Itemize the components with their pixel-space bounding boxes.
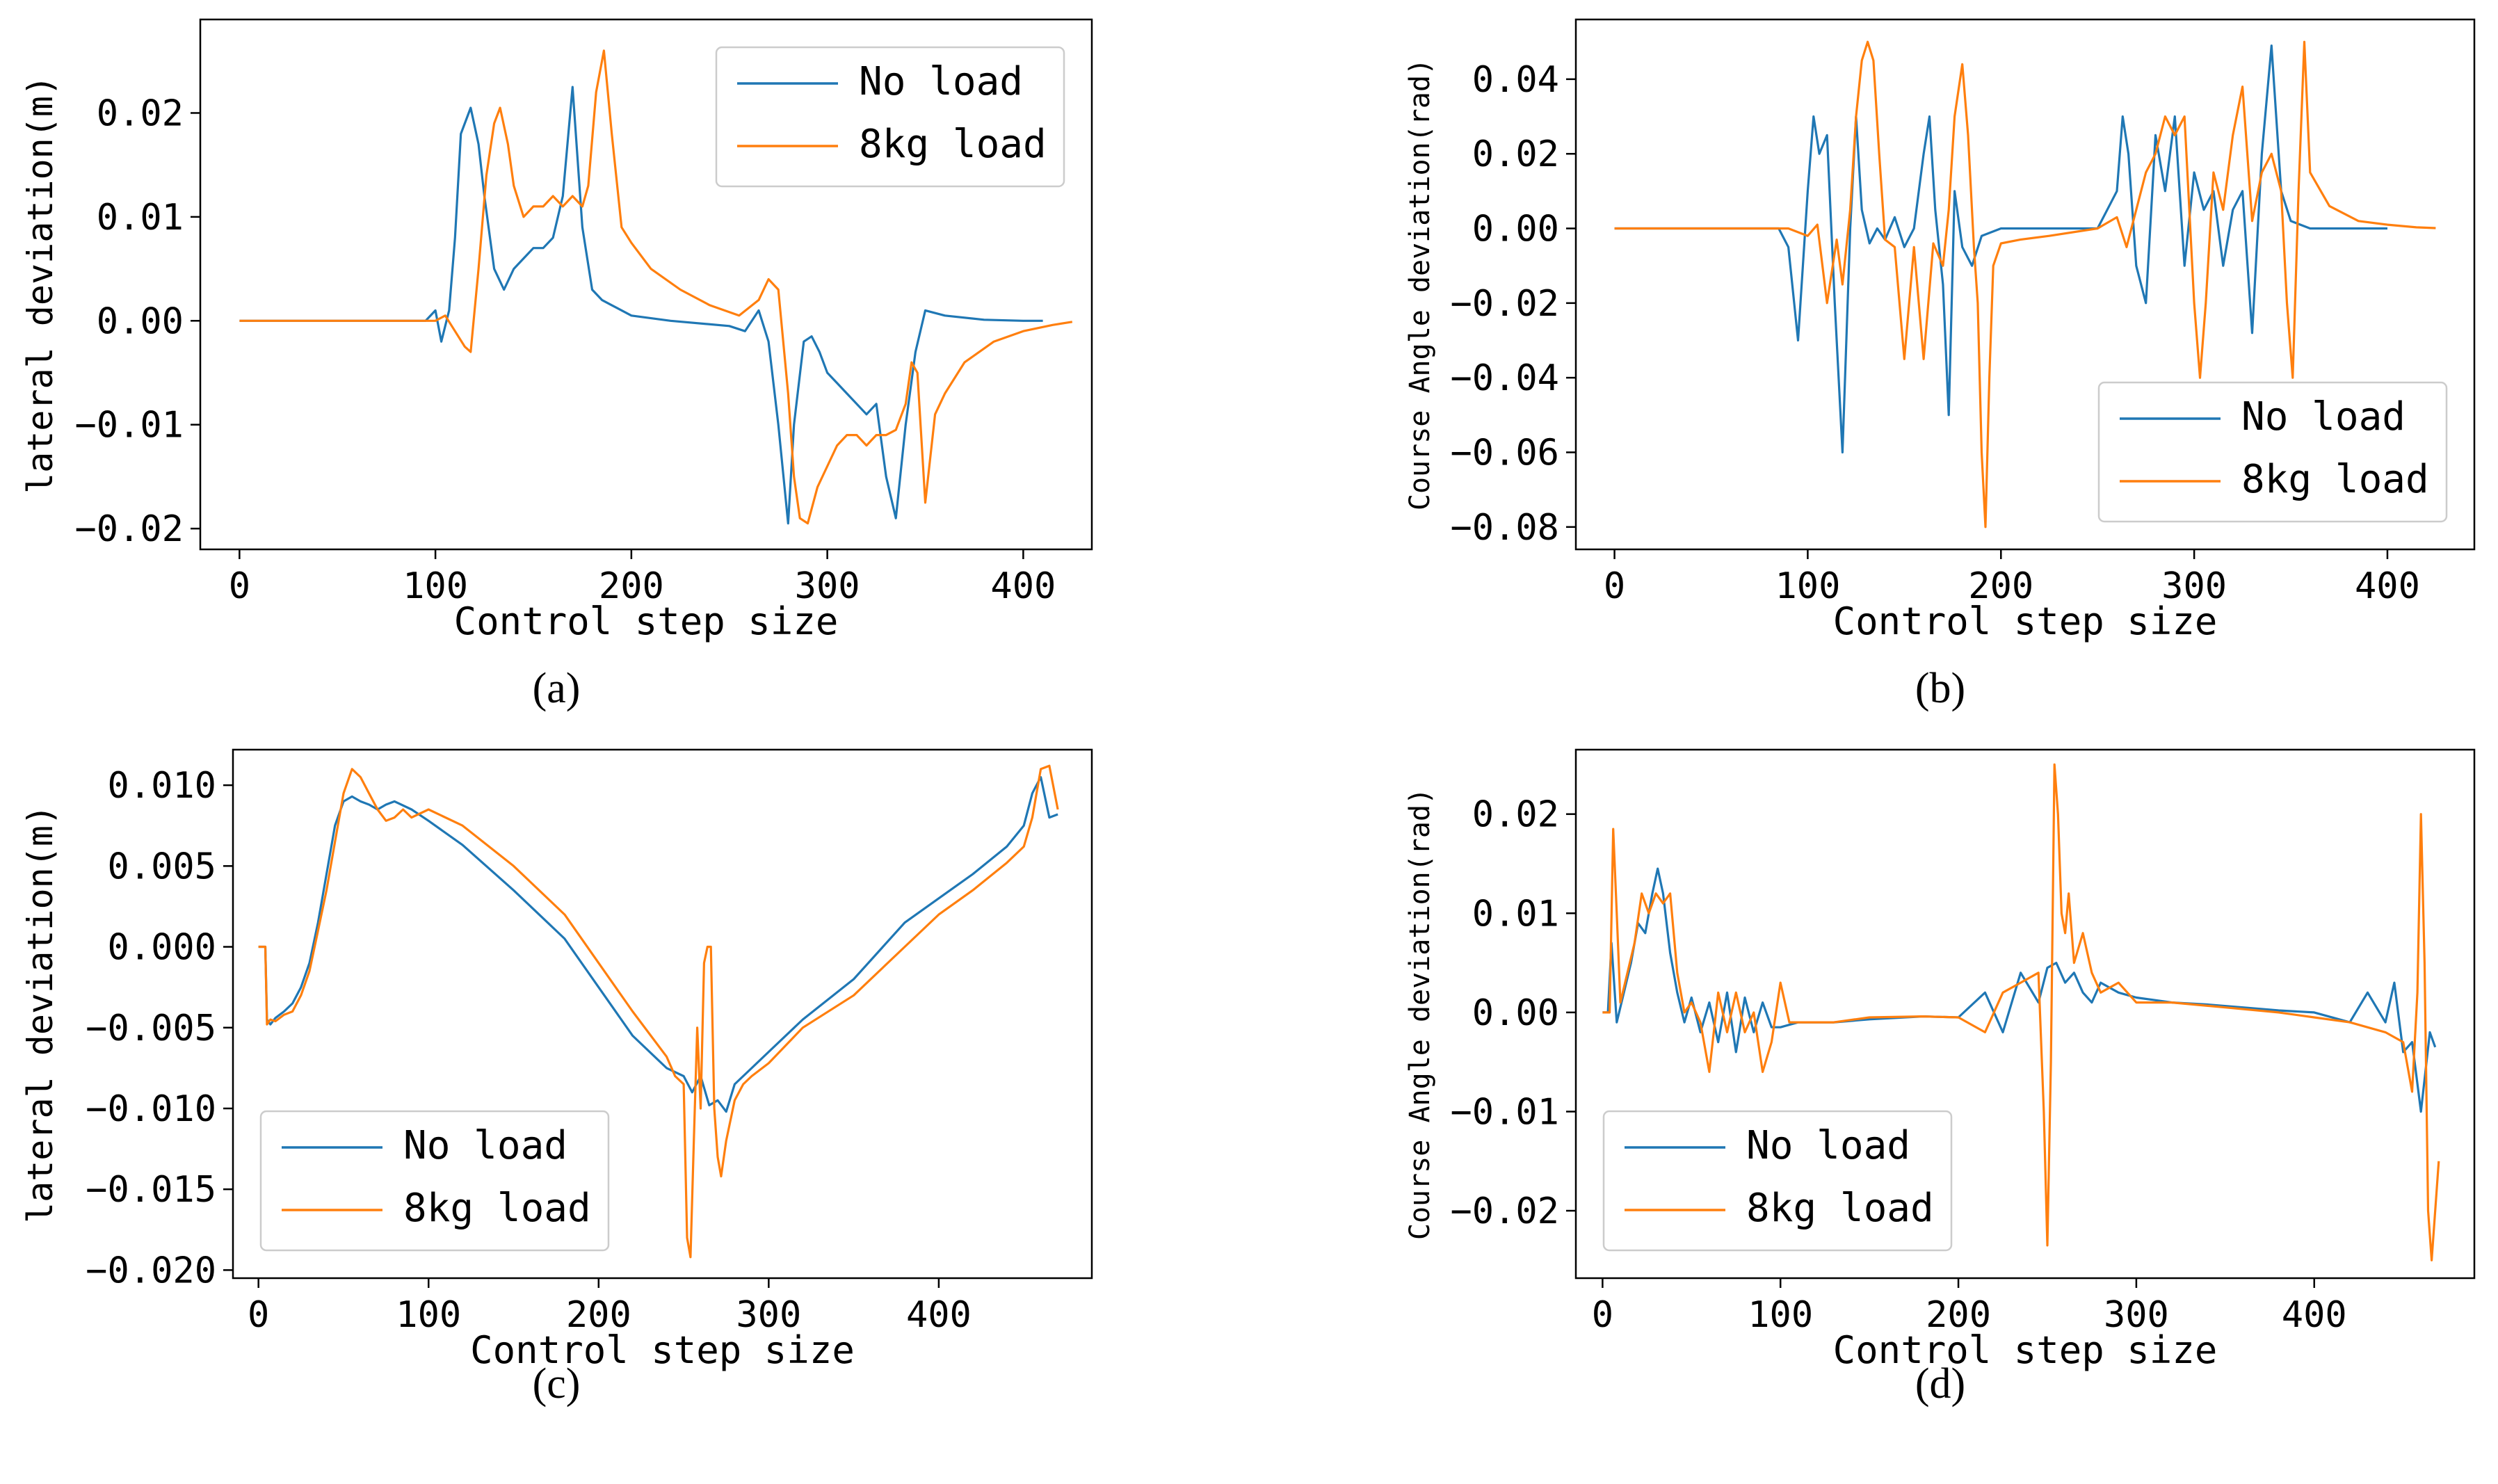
y-tick-label: −0.08 [1450,507,1559,549]
x-tick-label: 100 [1748,1294,1813,1336]
x-tick-label: 200 [1968,565,2033,607]
y-tick-label: 0.01 [1472,893,1559,935]
y-axis-label: lateral deviation(m) [20,805,61,1223]
series-line-8kg-load [258,764,1059,1259]
y-tick-label: 0.00 [1472,992,1559,1034]
y-tick-label: 0.000 [107,927,216,969]
x-axis-label: Control step size [1833,599,2218,643]
legend-box [1602,1110,1953,1252]
legend-label-no-load: No load [1746,1123,1910,1168]
legend-label-8kg-load: 8kg load [403,1186,591,1231]
x-axis-label: Control step size [454,599,839,643]
y-tick-label: −0.01 [74,405,184,446]
x-tick-label: 100 [1775,565,1840,607]
series-line-no-load [239,86,1043,525]
x-tick-label: 300 [2104,1294,2169,1336]
panel-caption: (d) [1915,1360,1965,1408]
axes-frame [1574,748,2476,1280]
panel-caption: (a) [533,665,581,712]
x-tick-label: 0 [229,565,250,607]
series-line-no-load [1614,44,2387,454]
x-axis-label: Control step size [470,1328,855,1372]
y-axis-label: Course Angle deviation(rad) [1404,788,1436,1240]
x-tick-label: 400 [906,1294,972,1336]
panel-d: 0 100 200 300 400 −0.02 −0.01 0.00 0.01 0.02 Contr… [1404,748,2476,1408]
y-axis-label: lateral deviation(m) [20,75,61,494]
x-tick-label: 400 [2355,565,2420,607]
x-tick-label: 300 [795,565,860,607]
y-tick-label: −0.04 [1450,357,1559,399]
legend-label-8kg-load: 8kg load [1746,1186,1934,1231]
panel-caption: (c) [533,1360,581,1408]
y-tick-label: 0.04 [1472,59,1559,101]
x-tick-label: 300 [2161,565,2227,607]
series-line-8kg-load [1614,40,2436,529]
x-tick-label: 0 [1592,1294,1613,1336]
panel-c: 0 100 200 300 400 −0.020 −0.015 −0.010 −0.005 0.0… [20,748,1093,1408]
y-axis-label: Course Angle deviation(rad) [1404,58,1436,510]
y-tick-label: −0.06 [1450,432,1559,474]
series-line-no-load [1602,867,2437,1113]
y-tick-label: 0.02 [1472,794,1559,836]
y-tick-label: −0.015 [86,1169,216,1211]
axes-frame [1574,18,2476,551]
x-axis-label: Control step size [1833,1328,2218,1372]
legend-box [259,1110,610,1252]
y-tick-label: 0.01 [97,197,184,239]
x-tick-label: 400 [990,565,1056,607]
x-tick-label: 200 [1926,1294,1991,1336]
y-tick-label: −0.02 [1450,1191,1559,1232]
y-tick-label: −0.020 [86,1250,216,1291]
legend-box [2097,381,2448,523]
x-tick-label: 100 [396,1294,461,1336]
legend-box [715,46,1065,188]
series-line-8kg-load [1602,763,2440,1261]
y-tick-label: −0.005 [86,1008,216,1049]
y-tick-label: −0.02 [1450,283,1559,325]
y-tick-label: 0.005 [107,846,216,887]
legend-label-8kg-load: 8kg load [859,122,1047,167]
panel-b: 0 100 200 300 400 −0.08 −0.06 −0.04 −0.02 0.00 0.0… [1404,18,2476,712]
axes-frame [232,748,1093,1280]
x-tick-label: 400 [2282,1294,2347,1336]
y-tick-label: −0.02 [74,508,184,550]
x-tick-label: 0 [1604,565,1625,607]
x-tick-label: 0 [248,1294,269,1336]
y-tick-label: −0.010 [86,1088,216,1130]
y-tick-label: 0.010 [107,765,216,807]
panel-a: 0 100 200 300 400 −0.02 −0.01 0.00 0.01 0.02 Contr… [20,18,1093,712]
y-tick-label: 0.02 [1472,134,1559,175]
legend-label-no-load: No load [859,59,1023,104]
x-tick-label: 300 [736,1294,801,1336]
series-line-8kg-load [239,49,1073,525]
series-line-no-load [258,775,1058,1113]
legend-label-8kg-load: 8kg load [2241,457,2429,502]
y-tick-label: 0.00 [1472,209,1559,250]
y-tick-label: 0.02 [97,92,184,134]
y-tick-label: 0.00 [97,300,184,342]
x-tick-label: 200 [599,565,664,607]
x-tick-label: 100 [403,565,468,607]
axes-frame [199,18,1093,551]
panel-caption: (b) [1915,665,1965,712]
y-tick-label: −0.01 [1450,1091,1559,1133]
legend-label-no-load: No load [2241,394,2406,439]
legend-label-no-load: No load [403,1123,567,1168]
x-tick-label: 200 [566,1294,631,1336]
